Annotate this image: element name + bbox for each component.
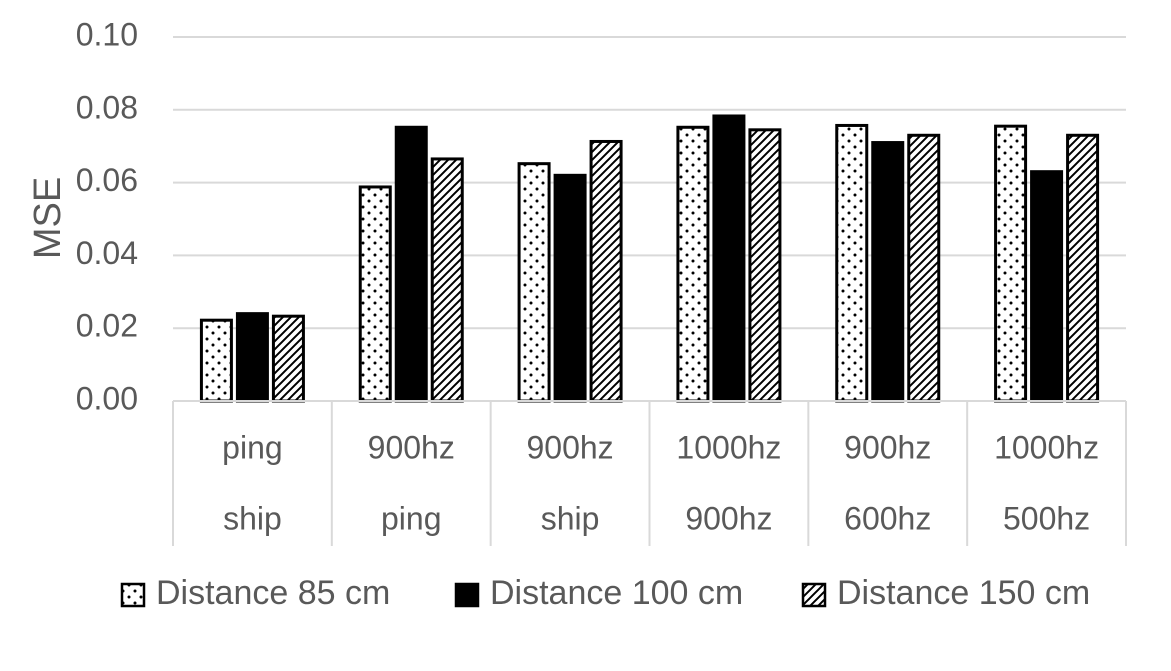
x-tick-label-line1: 1000hz [994, 429, 1099, 465]
bar-dots [517, 162, 551, 403]
bars [199, 114, 1100, 403]
bar-solid [712, 114, 746, 403]
y-axis-label: MSE [27, 177, 69, 259]
bar-solid [1030, 170, 1064, 403]
bar-hatched [748, 128, 782, 403]
bar-hatched [907, 133, 941, 403]
gridlines [173, 36, 1126, 402]
x-tick-label-line1: 900hz [844, 429, 931, 465]
legend-swatch-dots [120, 582, 146, 608]
bar-solid [553, 173, 587, 403]
y-tick-label: 0.10 [76, 16, 138, 52]
bar-hatched [271, 314, 305, 403]
legend-swatch-solid [454, 582, 480, 608]
legend-label: Distance 85 cm [156, 574, 390, 612]
legend-swatch-hatched [801, 582, 827, 608]
x-tick-label-line2: 500hz [1003, 500, 1090, 536]
y-tick-label: 0.04 [76, 235, 138, 271]
bar-solid [235, 312, 269, 403]
legend-label: Distance 100 cm [490, 574, 743, 612]
x-tick-label-line2: 600hz [844, 500, 931, 536]
bar-dots [199, 318, 233, 403]
bar-dots [358, 185, 392, 403]
y-tick-label: 0.08 [76, 89, 138, 125]
x-tick-label-line2: ship [223, 500, 282, 536]
bar-dots [676, 125, 710, 403]
bar-solid [394, 125, 428, 403]
y-tick-label: 0.00 [76, 380, 138, 416]
bar-solid [871, 141, 905, 403]
x-tick-label-line1: 1000hz [676, 429, 781, 465]
x-tick-label-line2: ship [541, 500, 600, 536]
bar-hatched [430, 157, 464, 403]
x-tick-label-line1: 900hz [368, 429, 455, 465]
y-tick-label: 0.02 [76, 308, 138, 344]
y-tick-label: 0.06 [76, 162, 138, 198]
legend: Distance 85 cm Distance 100 cm Distance 15… [120, 574, 1090, 612]
x-tick-label-line2: 900hz [685, 500, 772, 536]
x-tick-label-line1: 900hz [526, 429, 613, 465]
bar-hatched [589, 139, 623, 403]
x-tick-label-line1: ping [222, 429, 283, 465]
bar-hatched [1066, 133, 1100, 403]
bar-dots [994, 124, 1028, 403]
bar-dots [835, 123, 869, 403]
x-tick-label-line2: ping [381, 500, 442, 536]
y-axis-ticks: 0.00 0.02 0.04 0.06 0.08 0.10 [76, 16, 138, 416]
legend-label: Distance 150 cm [837, 574, 1090, 612]
x-axis: ping ship 900hz ping 900hz ship 1000hz 900hz 900… [172, 400, 1127, 546]
